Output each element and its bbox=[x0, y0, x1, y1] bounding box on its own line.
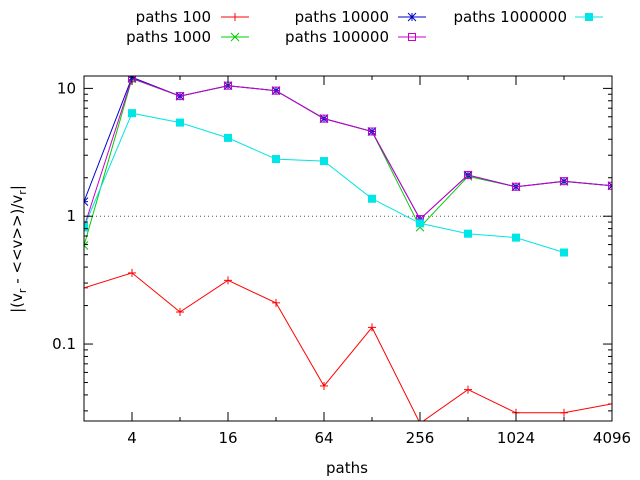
data-point-paths-100000-8 bbox=[464, 171, 472, 180]
series-paths-1000000 bbox=[84, 109, 568, 257]
legend-item-paths-100000: paths 100000 bbox=[285, 28, 426, 46]
legend-item-paths-1000: paths 1000 bbox=[126, 28, 249, 46]
y-axis-label-part-a: |(v bbox=[8, 293, 26, 313]
data-point-paths-1000000-10 bbox=[560, 248, 568, 257]
plot-border bbox=[83, 75, 613, 422]
legend-swatch-marker bbox=[231, 13, 239, 21]
data-point-paths-1000000-2 bbox=[176, 118, 184, 127]
data-point-paths-100000-11 bbox=[608, 181, 612, 190]
x-tick-label: 256 bbox=[406, 429, 435, 447]
data-point-paths-100-4 bbox=[272, 298, 280, 307]
series-line-paths-1000 bbox=[84, 78, 612, 246]
plot-area bbox=[84, 76, 612, 421]
legend-item-paths-1000000: paths 1000000 bbox=[454, 8, 603, 26]
data-point-paths-100000-5 bbox=[320, 114, 328, 123]
data-point-paths-100-10 bbox=[560, 408, 568, 417]
data-point-paths-100000-10 bbox=[560, 177, 568, 186]
y-axis-label-sub2: r bbox=[16, 190, 29, 195]
data-point-paths-1000000-6 bbox=[368, 194, 376, 203]
legend-label: paths 10000 bbox=[295, 8, 389, 26]
data-point-paths-100-2 bbox=[176, 308, 184, 317]
data-point-paths-100-6 bbox=[368, 323, 376, 332]
legend-swatch-marker bbox=[585, 13, 593, 21]
data-point-paths-1000-0 bbox=[84, 241, 89, 250]
legend-item-paths-10000: paths 10000 bbox=[295, 8, 426, 26]
legend-label: paths 100 bbox=[136, 8, 211, 26]
series-line-paths-10000 bbox=[84, 76, 612, 220]
y-axis-label-sub1: r bbox=[16, 288, 29, 293]
x-tick-label: 4 bbox=[127, 429, 137, 447]
legend-label: paths 100000 bbox=[285, 28, 389, 46]
data-point-paths-100-11 bbox=[608, 399, 612, 408]
series-paths-100000 bbox=[84, 76, 612, 232]
data-point-paths-100-8 bbox=[464, 385, 472, 394]
series-paths-1000 bbox=[84, 76, 612, 250]
legend: paths 100 paths 1000 paths 10000 paths 1000… bbox=[126, 8, 603, 46]
legend-swatch-marker bbox=[408, 33, 416, 41]
plot-inner bbox=[84, 76, 612, 421]
legend-label: paths 1000000 bbox=[454, 8, 568, 26]
legend-label: paths 1000 bbox=[126, 28, 211, 46]
series-line-paths-100000 bbox=[84, 77, 612, 228]
x-axis-label: paths bbox=[326, 459, 368, 477]
series-paths-10000 bbox=[84, 76, 612, 224]
x-tick-label: 16 bbox=[218, 429, 237, 447]
y-tick-label: 1 bbox=[66, 207, 76, 225]
legend-item-paths-100: paths 100 bbox=[136, 8, 249, 26]
data-point-paths-1000000-1 bbox=[128, 109, 136, 118]
y-tick-label: 0.1 bbox=[52, 335, 76, 353]
data-point-paths-100-3 bbox=[224, 276, 232, 285]
data-point-paths-100000-6 bbox=[368, 127, 376, 136]
legend-swatch-marker bbox=[230, 32, 240, 42]
data-point-paths-10000-0 bbox=[84, 197, 89, 207]
axes: 0.1 1 10 4 16 64 256 1024 4096 bbox=[52, 75, 631, 447]
data-point-paths-100000-2 bbox=[176, 92, 184, 101]
data-point-paths-1000000-3 bbox=[224, 133, 232, 142]
data-point-paths-100-1 bbox=[128, 268, 136, 277]
x-tick-label: 1024 bbox=[497, 429, 535, 447]
legend-swatch-marker bbox=[407, 12, 417, 22]
data-point-paths-100000-4 bbox=[272, 86, 280, 95]
data-point-paths-1000000-5 bbox=[320, 157, 328, 166]
series-line-paths-1000000 bbox=[84, 112, 565, 253]
data-point-paths-1000000-0 bbox=[84, 223, 88, 232]
y-axis-label: |(vr - <<v>>)/vr| bbox=[8, 185, 29, 313]
y-axis-label-part-b: - <<v>>)/v bbox=[8, 195, 26, 289]
series-paths-100 bbox=[84, 268, 612, 421]
series-line-paths-100 bbox=[84, 272, 612, 421]
data-point-paths-1000000-7 bbox=[416, 219, 424, 228]
data-point-paths-1000000-9 bbox=[512, 233, 520, 242]
y-tick-label: 10 bbox=[57, 79, 76, 97]
y-axis-label-part-c: | bbox=[8, 185, 26, 190]
x-tick-label: 64 bbox=[314, 429, 333, 447]
data-point-paths-100-0 bbox=[84, 283, 88, 292]
data-point-paths-100000-9 bbox=[512, 182, 520, 191]
x-tick-label: 4096 bbox=[593, 429, 631, 447]
data-point-paths-1000000-4 bbox=[272, 155, 280, 164]
data-point-paths-1000000-8 bbox=[464, 229, 472, 238]
data-point-paths-100-5 bbox=[320, 381, 328, 390]
